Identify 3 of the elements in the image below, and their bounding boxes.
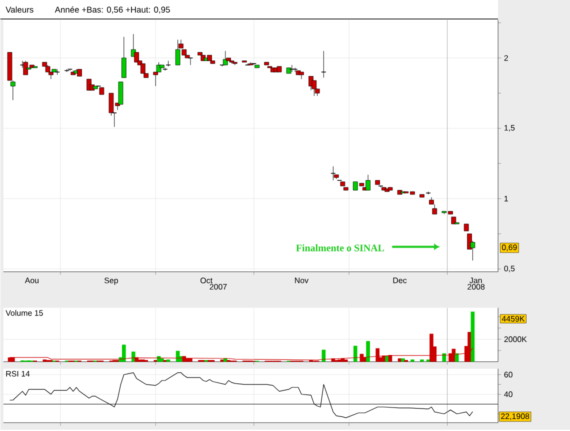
chart-title: Valeurs <box>6 6 34 13</box>
chart-subtitle: Année +Bas: 0,56 +Haut: 0,95 <box>54 6 170 14</box>
annotation: Finalmente o SINAL <box>296 244 384 252</box>
